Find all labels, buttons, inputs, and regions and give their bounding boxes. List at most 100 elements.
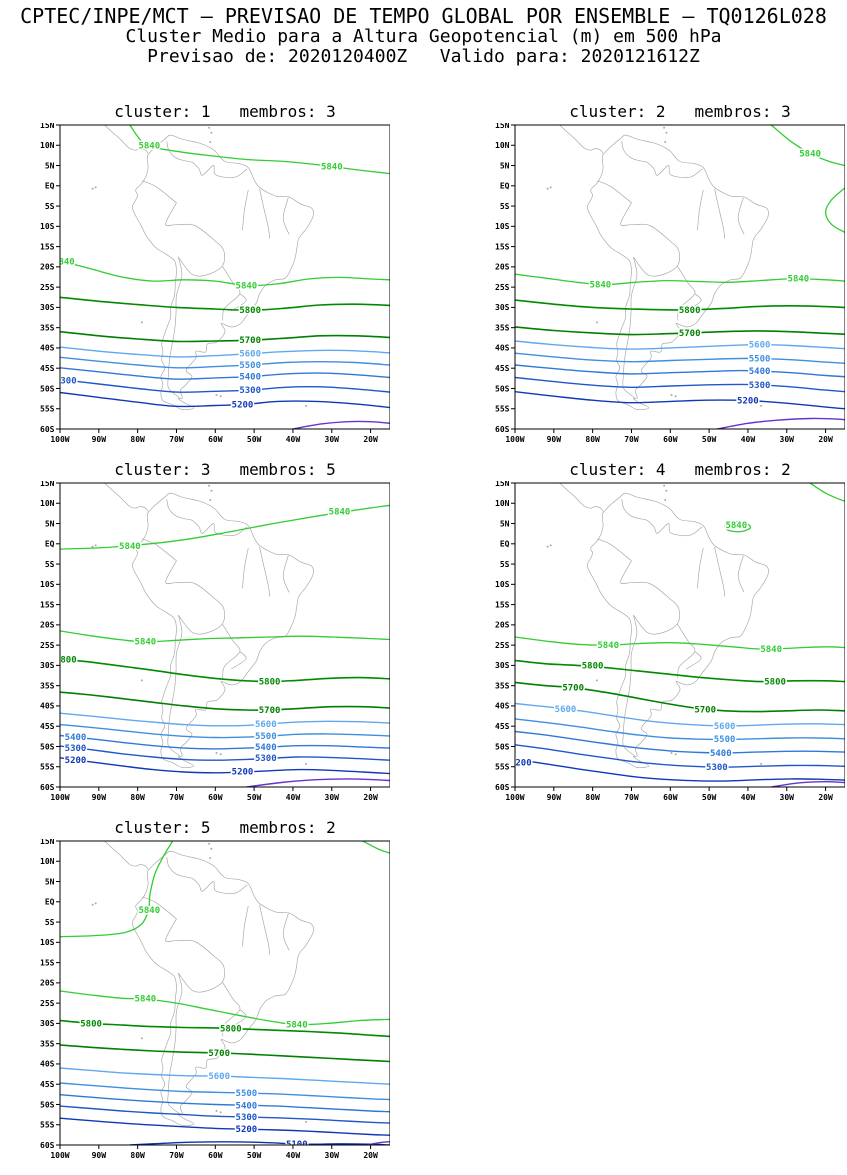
cluster-panel-1: cluster: 1 membros: 3 5840 5840 5840 5840 58… [28, 101, 390, 443]
border-line [621, 499, 703, 537]
contour-label: 5840 [286, 1021, 308, 1031]
contour-label: 5400 [255, 743, 277, 753]
border-line [686, 293, 702, 312]
lat-tick-label: 30S [40, 303, 55, 312]
contour-line [129, 125, 390, 175]
lat-tick-label: 45S [495, 364, 510, 373]
lon-tick-label: 70W [169, 1151, 184, 1159]
lat-tick-label: 50S [40, 384, 55, 393]
contour-label: 5800 [239, 306, 261, 316]
contour-label: 5700 [562, 684, 584, 694]
contour-label: 5500 [714, 735, 736, 745]
lon-tick-label: 60W [208, 793, 223, 801]
contour-label: 5700 [679, 329, 701, 339]
contour-label: 5200 [232, 400, 254, 410]
contour-line [515, 340, 845, 350]
lon-tick-label: 40W [286, 793, 301, 801]
contour-line [724, 520, 752, 533]
contours-group [60, 125, 390, 429]
contour-line [771, 780, 845, 787]
contour-line [60, 378, 390, 393]
lon-tick-label: 60W [663, 435, 678, 443]
lon-tick-label: 90W [547, 435, 562, 443]
lat-tick-label: 5N [45, 519, 55, 528]
contour-label: 5840 [329, 507, 351, 517]
contour-label: 5200 [65, 756, 87, 766]
lon-tick-label: 80W [130, 793, 145, 801]
lat-tick-label: 30S [495, 303, 510, 312]
contour-label: 5800 [764, 678, 786, 688]
chart-title-line1: CPTEC/INPE/MCT — PREVISAO DE TEMPO GLOBA… [20, 4, 827, 28]
island-dot [663, 484, 666, 487]
lon-tick-label: 30W [780, 793, 795, 801]
coastline [587, 134, 769, 411]
contour-line [60, 1082, 390, 1101]
contour-label: 5800 [220, 1024, 242, 1034]
contour-line [60, 330, 390, 343]
lat-tick-label: 15S [40, 242, 55, 251]
lon-tick-label: 60W [663, 793, 678, 801]
island-dot [208, 484, 211, 487]
lon-tick-label: 80W [585, 793, 600, 801]
contour-label: 5840 [138, 906, 160, 916]
border-line [622, 257, 638, 399]
contour-label: 5600 [239, 350, 261, 360]
border-line [677, 623, 696, 679]
lat-tick-label: 45S [495, 722, 510, 731]
lat-tick-label: 55S [40, 1121, 55, 1130]
panel-title: cluster: 3 membros: 5 [114, 460, 336, 479]
lon-tick-label: 90W [92, 435, 107, 443]
contour-line [60, 841, 174, 938]
lat-tick-label: 5S [45, 918, 55, 927]
lat-tick-label: 40S [40, 344, 55, 353]
contour-map-svg: 5840 5840 5840 5800 5700 5600 5500 5400 5300 5200… [495, 123, 845, 443]
lat-tick-label: 25S [40, 999, 55, 1008]
cluster-panel-4: cluster: 4 membros: 2 5840 5840 5840 5800 58… [483, 459, 845, 801]
contour-line [515, 744, 845, 768]
map-plot-area: 5840 5840 5840 5800 5800 5700 5700 5600 5600 5500… [510, 483, 845, 787]
lat-tick-label: 10S [495, 222, 510, 231]
contour-line [515, 636, 845, 650]
panel-title: cluster: 5 membros: 2 [114, 818, 336, 837]
contour-label: 5300 [749, 381, 771, 391]
lon-tick-label: 80W [585, 435, 600, 443]
lat-tick-label: 5S [45, 560, 55, 569]
border-line [697, 547, 704, 589]
border-line [104, 125, 149, 154]
coastline [132, 134, 314, 411]
basemap-group [91, 125, 314, 411]
contour-line [292, 420, 390, 429]
contour-label: 5200 [510, 758, 532, 768]
island-dot [549, 544, 552, 547]
lon-tick-label: 70W [169, 435, 184, 443]
contour-label: 5600 [208, 1072, 230, 1082]
island-dot [219, 395, 222, 398]
lat-tick-label: 35S [40, 323, 55, 332]
lat-tick-label: 15N [40, 123, 55, 130]
lat-tick-label: 30S [40, 1019, 55, 1028]
lat-tick-label: 5S [500, 560, 510, 569]
contour-line [515, 364, 845, 378]
chart-title-line3: Previsao de: 2020120400Z Valido para: 20… [147, 46, 700, 67]
contour-label: 5100 [286, 1140, 308, 1150]
lat-tick-label: 40S [40, 702, 55, 711]
island-dot [305, 404, 308, 407]
border-line [242, 547, 249, 589]
border-line [167, 615, 183, 757]
lon-tick-label: 40W [286, 1151, 301, 1159]
island-dot [305, 1120, 308, 1123]
island-dot [210, 489, 213, 492]
contour-line [60, 296, 390, 312]
plot-frame [59, 482, 390, 788]
contour-label: 5800 [679, 306, 701, 316]
lat-tick-label: 5N [45, 161, 55, 170]
contours-group [515, 483, 845, 787]
coastline [132, 850, 314, 1127]
lon-tick-label: 100W [505, 435, 524, 443]
map-plot-area: 5840584058405800580057005600550054005400… [60, 483, 390, 787]
axes-group: 15N10N5NEQ5S10S15S20S25S30S35S40S45S50S5… [40, 123, 378, 443]
basemap-group [91, 841, 314, 1127]
contour-line [60, 1105, 390, 1124]
border-line [714, 546, 725, 597]
